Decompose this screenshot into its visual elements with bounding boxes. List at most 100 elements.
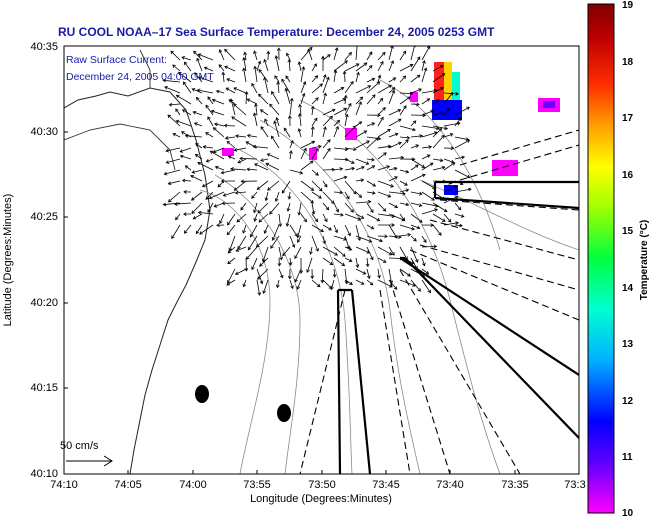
current-vector — [272, 224, 280, 241]
current-vector — [224, 125, 236, 127]
current-vector-head — [425, 271, 430, 275]
current-vector-head — [195, 143, 199, 147]
current-vector — [322, 139, 331, 149]
current-vector — [344, 147, 357, 150]
legend-line-2: December 24, 2005 04:00 GMT — [66, 71, 214, 83]
current-vector — [399, 213, 406, 221]
current-vector — [311, 235, 319, 252]
current-vector — [377, 52, 386, 61]
current-vector-head — [285, 75, 289, 80]
current-vector-head — [382, 259, 387, 263]
current-vector — [377, 268, 380, 278]
current-vector — [322, 235, 326, 244]
current-vector-head — [387, 129, 391, 133]
current-vector-head — [335, 208, 339, 213]
current-vector-head — [384, 234, 388, 239]
current-vector-head — [436, 99, 440, 103]
current-vector-head — [440, 87, 444, 91]
current-vector-head — [360, 281, 365, 285]
current-vector-head — [252, 144, 257, 149]
colorbar-tick-label: 12 — [622, 396, 634, 407]
current-vector-head — [216, 223, 220, 228]
y-tick-label: 40:30 — [30, 126, 58, 138]
current-vector-head — [411, 226, 415, 231]
current-vector-head — [287, 196, 292, 200]
current-vector-head — [394, 235, 398, 239]
current-vector — [399, 139, 409, 149]
current-vector — [199, 224, 214, 235]
current-vector — [388, 202, 398, 208]
current-vector — [366, 94, 376, 105]
current-vector — [322, 213, 328, 222]
current-vector-head — [242, 67, 246, 72]
current-vector — [278, 257, 280, 266]
current-vector-head — [286, 52, 290, 57]
current-vector — [410, 120, 417, 127]
current-vector — [388, 46, 393, 61]
current-vector-head — [357, 237, 361, 242]
current-vector-head — [257, 60, 262, 65]
current-vector — [366, 158, 375, 161]
current-vector-head — [183, 212, 187, 216]
current-vector — [300, 160, 314, 171]
current-vector-head — [271, 237, 276, 241]
current-vector — [421, 257, 425, 266]
current-vector-head — [191, 170, 196, 174]
current-vector — [344, 224, 351, 236]
current-vector — [366, 235, 383, 242]
current-vector-head — [397, 109, 402, 113]
current-vector-head — [284, 87, 289, 92]
current-vector — [330, 279, 335, 290]
current-vector-head — [181, 56, 185, 60]
current-vector-head — [343, 94, 348, 99]
current-vector — [257, 268, 269, 280]
colorbar-label: Temperature (°C) — [639, 220, 650, 301]
current-vector — [166, 158, 181, 164]
current-vector — [355, 257, 359, 268]
current-vector — [333, 191, 343, 193]
current-vector — [310, 246, 313, 255]
current-vector-head — [379, 97, 384, 102]
current-vector — [344, 158, 355, 164]
current-vector-head — [276, 81, 281, 85]
current-vector-head — [172, 64, 176, 69]
current-vector-head — [398, 235, 402, 239]
current-vector-head — [324, 183, 328, 188]
current-vector — [185, 135, 203, 138]
current-vector — [399, 75, 406, 83]
current-vector-head — [240, 206, 244, 211]
current-vector — [388, 167, 397, 171]
current-vector-head — [372, 183, 377, 187]
current-vector — [399, 202, 409, 206]
current-vector-head — [210, 109, 215, 114]
current-vector-head — [214, 165, 219, 170]
x-tick-marks — [127, 470, 516, 474]
current-vector — [197, 162, 214, 171]
current-vector-head — [243, 51, 248, 56]
current-vector — [264, 118, 269, 127]
current-vector-head — [455, 91, 459, 96]
current-vector — [202, 180, 214, 187]
current-vector — [207, 116, 214, 127]
current-vector — [454, 188, 472, 193]
current-vector — [300, 141, 315, 149]
current-vector-head — [340, 87, 345, 91]
current-vector-head — [182, 81, 187, 86]
current-vector — [166, 147, 181, 152]
current-vector-head — [371, 157, 375, 162]
current-vector-head — [331, 167, 336, 172]
chart-title: RU COOL NOAA–17 Sea Surface Temperature:… — [58, 25, 495, 39]
current-vector — [432, 112, 444, 116]
current-vector — [233, 87, 247, 94]
current-vector-head — [468, 187, 472, 192]
current-vector — [311, 169, 319, 176]
current-vector — [388, 157, 404, 160]
current-vector — [322, 180, 328, 188]
current-vector-head — [360, 215, 365, 219]
current-vector — [167, 114, 181, 127]
current-vector — [224, 66, 236, 72]
current-vector — [377, 202, 386, 212]
current-vector-head — [372, 191, 376, 195]
current-vector-head — [460, 214, 465, 218]
current-vector — [192, 169, 203, 173]
